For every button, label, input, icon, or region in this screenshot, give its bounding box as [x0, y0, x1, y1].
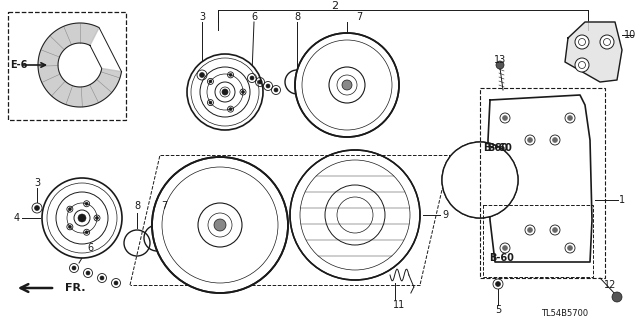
Circle shape [258, 80, 262, 84]
Text: 9: 9 [442, 210, 448, 220]
Text: 8: 8 [294, 12, 300, 22]
Circle shape [214, 219, 226, 231]
Text: 8: 8 [134, 201, 140, 211]
Text: 7: 7 [356, 12, 362, 22]
Circle shape [42, 178, 122, 258]
Circle shape [568, 246, 573, 250]
Circle shape [187, 54, 263, 130]
Circle shape [209, 80, 212, 83]
Circle shape [35, 205, 40, 211]
Circle shape [68, 208, 72, 211]
Circle shape [95, 217, 99, 219]
Text: 3: 3 [199, 12, 205, 22]
Circle shape [552, 227, 557, 233]
Circle shape [85, 202, 88, 205]
Text: B-60: B-60 [488, 143, 513, 153]
Bar [480, 88, 605, 278]
Text: FR.: FR. [65, 283, 86, 293]
Text: 5: 5 [495, 305, 501, 315]
Circle shape [342, 80, 352, 90]
Circle shape [495, 281, 500, 286]
Bar [8, 12, 126, 120]
Circle shape [222, 89, 228, 95]
Text: 11: 11 [393, 300, 405, 310]
Text: 2: 2 [332, 1, 339, 11]
Circle shape [85, 231, 88, 234]
Circle shape [612, 292, 622, 302]
Circle shape [575, 35, 589, 49]
Circle shape [250, 76, 254, 80]
Circle shape [502, 115, 508, 121]
Circle shape [229, 73, 232, 76]
Circle shape [575, 58, 589, 72]
Circle shape [295, 33, 399, 137]
Polygon shape [488, 95, 592, 262]
Circle shape [152, 157, 288, 293]
Text: 13: 13 [494, 55, 506, 65]
Circle shape [86, 271, 90, 275]
Circle shape [290, 150, 420, 280]
Text: 10: 10 [624, 30, 636, 40]
Text: 3: 3 [34, 178, 40, 188]
Circle shape [68, 225, 72, 228]
Text: E-6: E-6 [10, 60, 28, 70]
Circle shape [114, 281, 118, 285]
Text: 6: 6 [87, 243, 93, 253]
Text: B-60: B-60 [484, 143, 508, 153]
Bar [483, 205, 593, 277]
Circle shape [266, 84, 270, 88]
Text: 12: 12 [604, 280, 616, 290]
Circle shape [78, 214, 86, 222]
Circle shape [496, 61, 504, 69]
Circle shape [209, 101, 212, 104]
Circle shape [442, 142, 518, 218]
Text: 1: 1 [619, 195, 625, 205]
Circle shape [527, 137, 532, 143]
Circle shape [72, 266, 76, 270]
Circle shape [502, 246, 508, 250]
Circle shape [229, 108, 232, 111]
Circle shape [527, 227, 532, 233]
Circle shape [200, 72, 205, 78]
Text: 7: 7 [161, 201, 167, 211]
Polygon shape [38, 23, 122, 107]
Text: 4: 4 [14, 213, 20, 223]
Circle shape [568, 115, 573, 121]
Circle shape [274, 88, 278, 92]
Polygon shape [565, 22, 622, 82]
Circle shape [100, 276, 104, 280]
Circle shape [600, 35, 614, 49]
Text: B-60: B-60 [490, 253, 515, 263]
Circle shape [552, 137, 557, 143]
Circle shape [241, 91, 244, 93]
Text: 6: 6 [251, 12, 257, 22]
Text: TL54B5700: TL54B5700 [541, 308, 588, 317]
